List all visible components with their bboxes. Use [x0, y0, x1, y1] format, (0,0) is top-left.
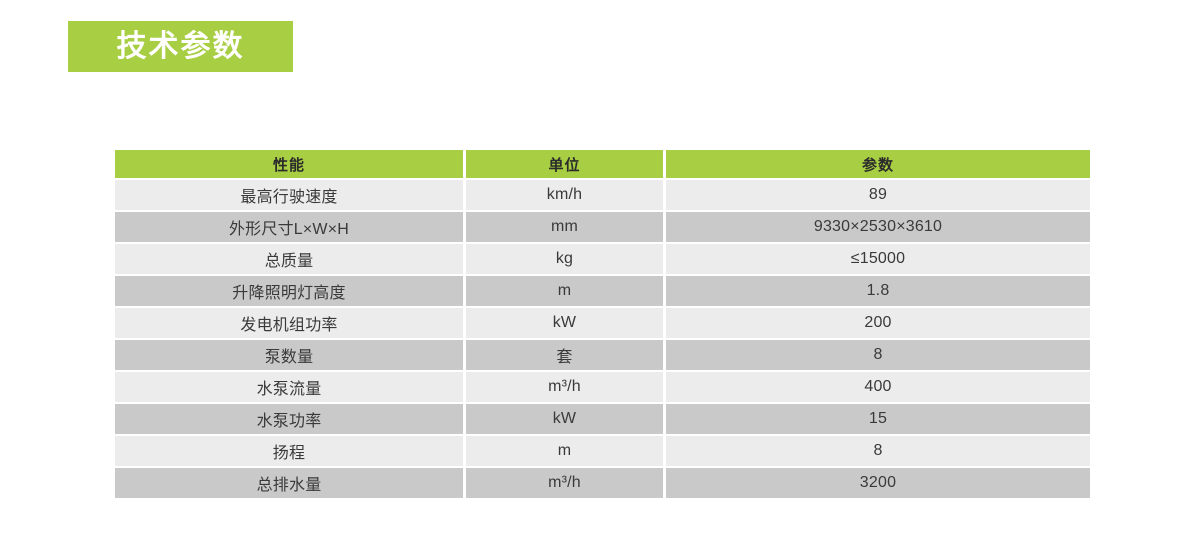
cell-unit: mm — [466, 212, 663, 242]
cell-unit: km/h — [466, 180, 663, 210]
cell-parameter: 89 — [666, 180, 1090, 210]
cell-performance: 发电机组功率 — [115, 308, 463, 338]
table-row: 升降照明灯高度 m 1.8 — [115, 276, 1090, 306]
cell-parameter: 1.8 — [666, 276, 1090, 306]
cell-performance: 泵数量 — [115, 340, 463, 370]
cell-unit: kg — [466, 244, 663, 274]
cell-performance: 水泵流量 — [115, 372, 463, 402]
table-row: 发电机组功率 kW 200 — [115, 308, 1090, 338]
cell-performance: 外形尺寸L×W×H — [115, 212, 463, 242]
table-body: 最高行驶速度 km/h 89 外形尺寸L×W×H mm 9330×2530×3610 总质量… — [115, 180, 1090, 498]
cell-unit: m³/h — [466, 468, 663, 498]
cell-unit: m — [466, 436, 663, 466]
cell-unit: kW — [466, 308, 663, 338]
specifications-table: 性能 单位 参数 最高行驶速度 km/h 89 外形尺寸L×W×H mm 9330×253… — [112, 148, 1093, 500]
cell-performance: 最高行驶速度 — [115, 180, 463, 210]
table-header: 性能 单位 参数 — [115, 150, 1090, 178]
table-row: 总质量 kg ≤15000 — [115, 244, 1090, 274]
cell-parameter: 400 — [666, 372, 1090, 402]
cell-parameter: 200 — [666, 308, 1090, 338]
cell-unit: 套 — [466, 340, 663, 370]
table-row: 外形尺寸L×W×H mm 9330×2530×3610 — [115, 212, 1090, 242]
cell-parameter: 15 — [666, 404, 1090, 434]
cell-parameter: 8 — [666, 436, 1090, 466]
table-row: 最高行驶速度 km/h 89 — [115, 180, 1090, 210]
table-row: 总排水量 m³/h 3200 — [115, 468, 1090, 498]
table-row: 泵数量套 8 — [115, 340, 1090, 370]
cell-unit: kW — [466, 404, 663, 434]
cell-parameter: ≤15000 — [666, 244, 1090, 274]
cell-performance: 总质量 — [115, 244, 463, 274]
column-header-unit: 单位 — [466, 150, 663, 178]
table-row: 扬程 m 8 — [115, 436, 1090, 466]
section-title-banner: 技术参数 — [68, 21, 293, 72]
cell-performance: 总排水量 — [115, 468, 463, 498]
cell-performance: 扬程 — [115, 436, 463, 466]
spec-table-container: 性能 单位 参数 最高行驶速度 km/h 89 外形尺寸L×W×H mm 9330×253… — [112, 148, 1090, 500]
cell-performance: 升降照明灯高度 — [115, 276, 463, 306]
cell-parameter: 3200 — [666, 468, 1090, 498]
column-header-parameter: 参数 — [666, 150, 1090, 178]
table-row: 水泵流量 m³/h 400 — [115, 372, 1090, 402]
cell-performance: 水泵功率 — [115, 404, 463, 434]
column-header-performance: 性能 — [115, 150, 463, 178]
cell-unit: m — [466, 276, 663, 306]
cell-parameter: 9330×2530×3610 — [666, 212, 1090, 242]
table-row: 水泵功率 kW 15 — [115, 404, 1090, 434]
cell-parameter: 8 — [666, 340, 1090, 370]
cell-unit: m³/h — [466, 372, 663, 402]
page-title: 技术参数 — [116, 29, 245, 63]
table-header-row: 性能 单位 参数 — [115, 150, 1090, 178]
